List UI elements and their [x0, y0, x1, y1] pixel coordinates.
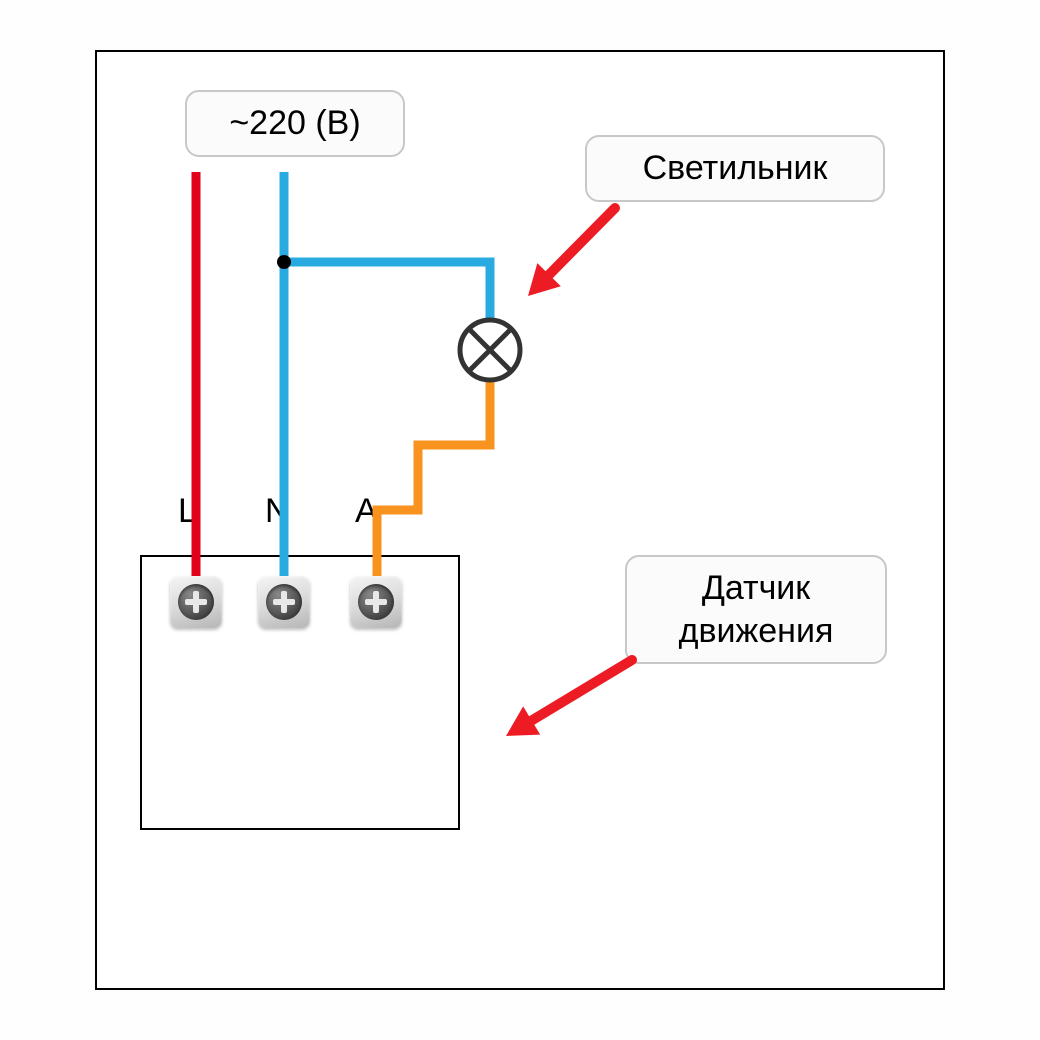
wire-junction: [277, 255, 291, 269]
wiring-svg: [0, 0, 1040, 1040]
